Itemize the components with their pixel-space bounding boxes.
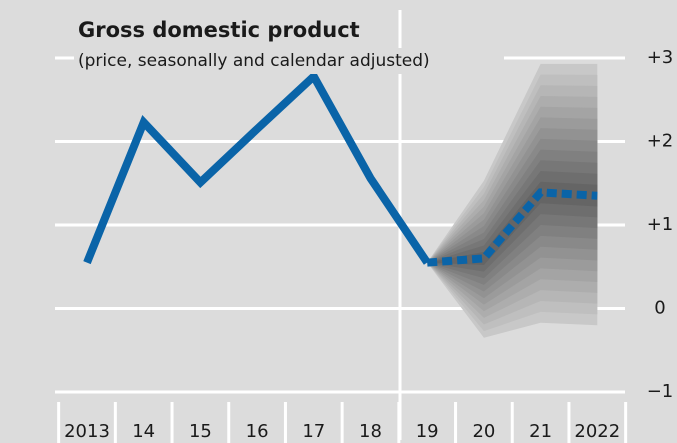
fan-band	[427, 181, 598, 266]
y-tick-label: 0	[654, 298, 665, 319]
y-tick-label: +1	[647, 214, 674, 235]
x-tick-label: 20	[472, 421, 495, 442]
x-tick-label: 16	[246, 421, 269, 442]
x-tick-label: 15	[189, 421, 212, 442]
actual-line	[83, 69, 431, 265]
y-tick-label: +3	[647, 47, 674, 68]
x-tick-label: 14	[132, 421, 155, 442]
y-tick-label: +2	[647, 131, 674, 152]
x-tick-label: 21	[529, 421, 552, 442]
chart-subtitle: (price, seasonally and calendar adjusted…	[78, 51, 430, 71]
x-tick-label: 18	[359, 421, 382, 442]
x-tick-label: 17	[302, 421, 325, 442]
title-bg	[74, 10, 384, 44]
x-tick-label: 2013	[64, 421, 110, 442]
y-tick-label: −1	[647, 381, 674, 402]
x-tick-label: 19	[416, 421, 439, 442]
subtitle-bg	[74, 48, 504, 74]
chart-title: Gross domestic product	[78, 18, 360, 42]
x-tick-label: 2022	[574, 421, 620, 442]
forecast-line	[426, 188, 598, 267]
